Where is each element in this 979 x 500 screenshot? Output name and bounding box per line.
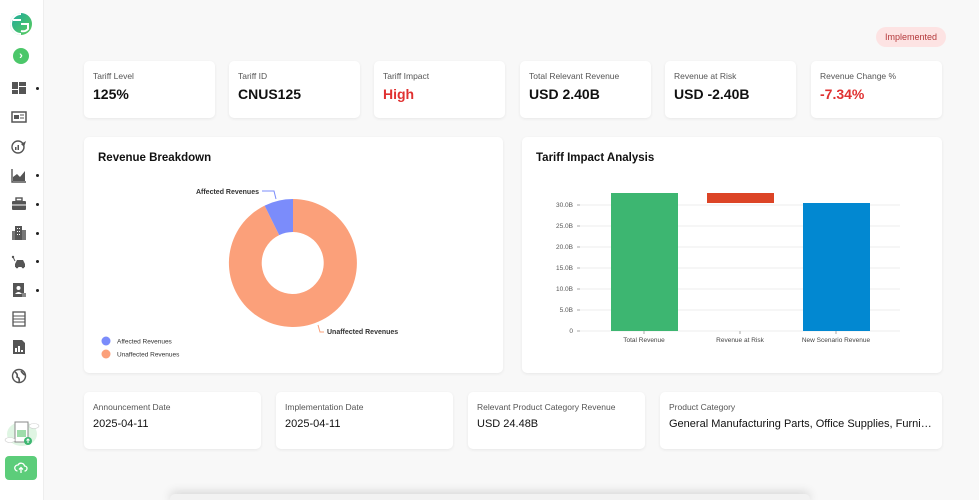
nav-dot bbox=[36, 174, 39, 177]
globe-logo-icon[interactable] bbox=[9, 12, 33, 36]
affected-slice-label: Affected Revenues bbox=[196, 189, 259, 196]
y-tick: 20.0B bbox=[556, 244, 573, 251]
abacus-icon bbox=[12, 311, 26, 327]
area-chart-icon bbox=[11, 169, 26, 183]
revenue-donut-chart: Affected Revenues Unaffected Revenues Af… bbox=[101, 189, 398, 359]
revenue-breakdown-panel: Revenue Breakdown Affected Revenues Unaf… bbox=[84, 137, 503, 373]
legend-swatch-affected bbox=[101, 336, 111, 346]
nav-dot bbox=[36, 87, 39, 90]
buildings-icon bbox=[12, 226, 26, 240]
contact-lock-icon bbox=[13, 283, 26, 297]
upload-button[interactable] bbox=[5, 456, 37, 480]
nav-companies[interactable] bbox=[11, 224, 31, 242]
nav-dot bbox=[36, 260, 39, 263]
info-value: USD 24.48B bbox=[477, 418, 539, 430]
bar-revenue-at-risk[interactable] bbox=[707, 193, 774, 203]
nav-business[interactable] bbox=[11, 195, 31, 213]
kpi-label: Total Relevant Revenue bbox=[529, 71, 620, 81]
affected-leader-line bbox=[262, 190, 277, 200]
kpi-card-tariff-level: Tariff Level 125% bbox=[84, 61, 215, 118]
nav-dashboard[interactable] bbox=[11, 79, 31, 97]
cloud-upload-icon bbox=[14, 462, 28, 473]
y-tick: 10.0B bbox=[556, 286, 573, 293]
info-label: Relevant Product Category Revenue bbox=[477, 402, 616, 412]
unaffected-leader-line bbox=[317, 324, 324, 333]
kpi-card-revenue-change: Revenue Change % -7.34% bbox=[811, 61, 942, 118]
report-icon bbox=[13, 340, 25, 354]
kpi-value: USD 2.40B bbox=[529, 86, 600, 102]
y-tick: 25.0B bbox=[556, 223, 573, 230]
legend-label-affected[interactable]: Affected Revenues bbox=[117, 339, 173, 346]
legend-label-unaffected[interactable]: Unaffected Revenues bbox=[117, 352, 180, 359]
info-card-announcement-date: Announcement Date 2025-04-11 bbox=[84, 392, 261, 449]
kpi-value: 125% bbox=[93, 86, 129, 102]
nav-global[interactable] bbox=[11, 367, 31, 385]
sidebar: › bbox=[0, 0, 44, 500]
panel-title: Tariff Impact Analysis bbox=[536, 152, 655, 164]
nav-dot bbox=[36, 203, 39, 206]
kpi-label: Tariff Level bbox=[93, 71, 134, 81]
unaffected-slice-label: Unaffected Revenues bbox=[327, 329, 398, 336]
briefcase-icon bbox=[12, 197, 26, 210]
unaffected-slice[interactable] bbox=[228, 199, 357, 327]
nav-dot bbox=[36, 232, 39, 235]
kpi-card-tariff-id: Tariff ID CNUS125 bbox=[229, 61, 360, 118]
tariff-impact-panel: Tariff Impact Analysis 0 5.0B 10.0B 15.0… bbox=[522, 137, 942, 373]
bar-total-revenue[interactable] bbox=[611, 193, 678, 331]
expand-sidebar-button[interactable]: › bbox=[13, 48, 29, 64]
document-upload-illustration-icon bbox=[4, 421, 40, 446]
nav-dot bbox=[36, 289, 39, 292]
info-card-relevant-product-category-revenue: Relevant Product Category Revenue USD 24… bbox=[468, 392, 645, 449]
status-badge: Implemented bbox=[876, 27, 947, 47]
kpi-label: Tariff Impact bbox=[383, 71, 430, 81]
bar-new-scenario-revenue[interactable] bbox=[803, 203, 870, 331]
growth-chart-icon bbox=[11, 140, 26, 154]
kpi-card-tariff-impact: Tariff Impact High bbox=[374, 61, 505, 118]
bottom-panel-edge bbox=[170, 494, 810, 500]
info-value: 2025-04-11 bbox=[93, 418, 149, 430]
y-tick: 15.0B bbox=[556, 265, 573, 272]
y-tick: 30.0B bbox=[556, 202, 573, 209]
nav-reports[interactable] bbox=[11, 338, 31, 356]
chevron-right-icon: › bbox=[19, 50, 23, 62]
nav-calculator[interactable] bbox=[11, 310, 31, 328]
kpi-label: Revenue at Risk bbox=[674, 71, 737, 81]
x-label: Total Revenue bbox=[623, 337, 665, 344]
kpi-card-total-relevant-revenue: Total Relevant Revenue USD 2.40B bbox=[520, 61, 651, 118]
y-tick: 5.0B bbox=[560, 307, 573, 314]
kpi-value: -7.34% bbox=[820, 86, 865, 102]
tariff-impact-bar-chart: 0 5.0B 10.0B 15.0B 20.0B 25.0B 30.0B Tot… bbox=[556, 193, 900, 344]
y-tick: 0 bbox=[569, 328, 573, 335]
dashboard-icon bbox=[12, 82, 26, 94]
info-label: Announcement Date bbox=[93, 402, 171, 412]
nav-growth[interactable] bbox=[11, 137, 31, 155]
kpi-value: High bbox=[383, 86, 415, 102]
info-label: Implementation Date bbox=[285, 402, 364, 412]
nav-automotive[interactable] bbox=[11, 253, 31, 271]
kpi-value: USD -2.40B bbox=[674, 86, 750, 102]
x-label: New Scenario Revenue bbox=[802, 337, 871, 344]
legend-swatch-unaffected bbox=[101, 349, 111, 359]
info-label: Product Category bbox=[669, 402, 736, 412]
affected-slice[interactable] bbox=[264, 198, 293, 236]
info-card-implementation-date: Implementation Date 2025-04-11 bbox=[276, 392, 453, 449]
info-value: 2025-04-11 bbox=[285, 418, 341, 430]
info-value[interactable]: General Manufacturing Parts, Office Supp… bbox=[669, 418, 933, 430]
panel-title: Revenue Breakdown bbox=[98, 152, 212, 164]
kpi-label: Tariff ID bbox=[238, 71, 268, 81]
kpi-label: Revenue Change % bbox=[820, 71, 897, 81]
kpi-value: CNUS125 bbox=[238, 86, 302, 102]
kpi-card-revenue-at-risk: Revenue at Risk USD -2.40B bbox=[665, 61, 796, 118]
nav-analytics[interactable] bbox=[11, 166, 31, 184]
info-card-product-category: Product Category General Manufacturing P… bbox=[660, 392, 942, 449]
car-icon bbox=[11, 255, 25, 269]
nav-contacts[interactable] bbox=[11, 281, 31, 299]
news-icon bbox=[11, 111, 27, 123]
x-label: Revenue at Risk bbox=[716, 337, 764, 344]
globe-icon bbox=[11, 368, 27, 384]
nav-news[interactable] bbox=[11, 108, 31, 126]
